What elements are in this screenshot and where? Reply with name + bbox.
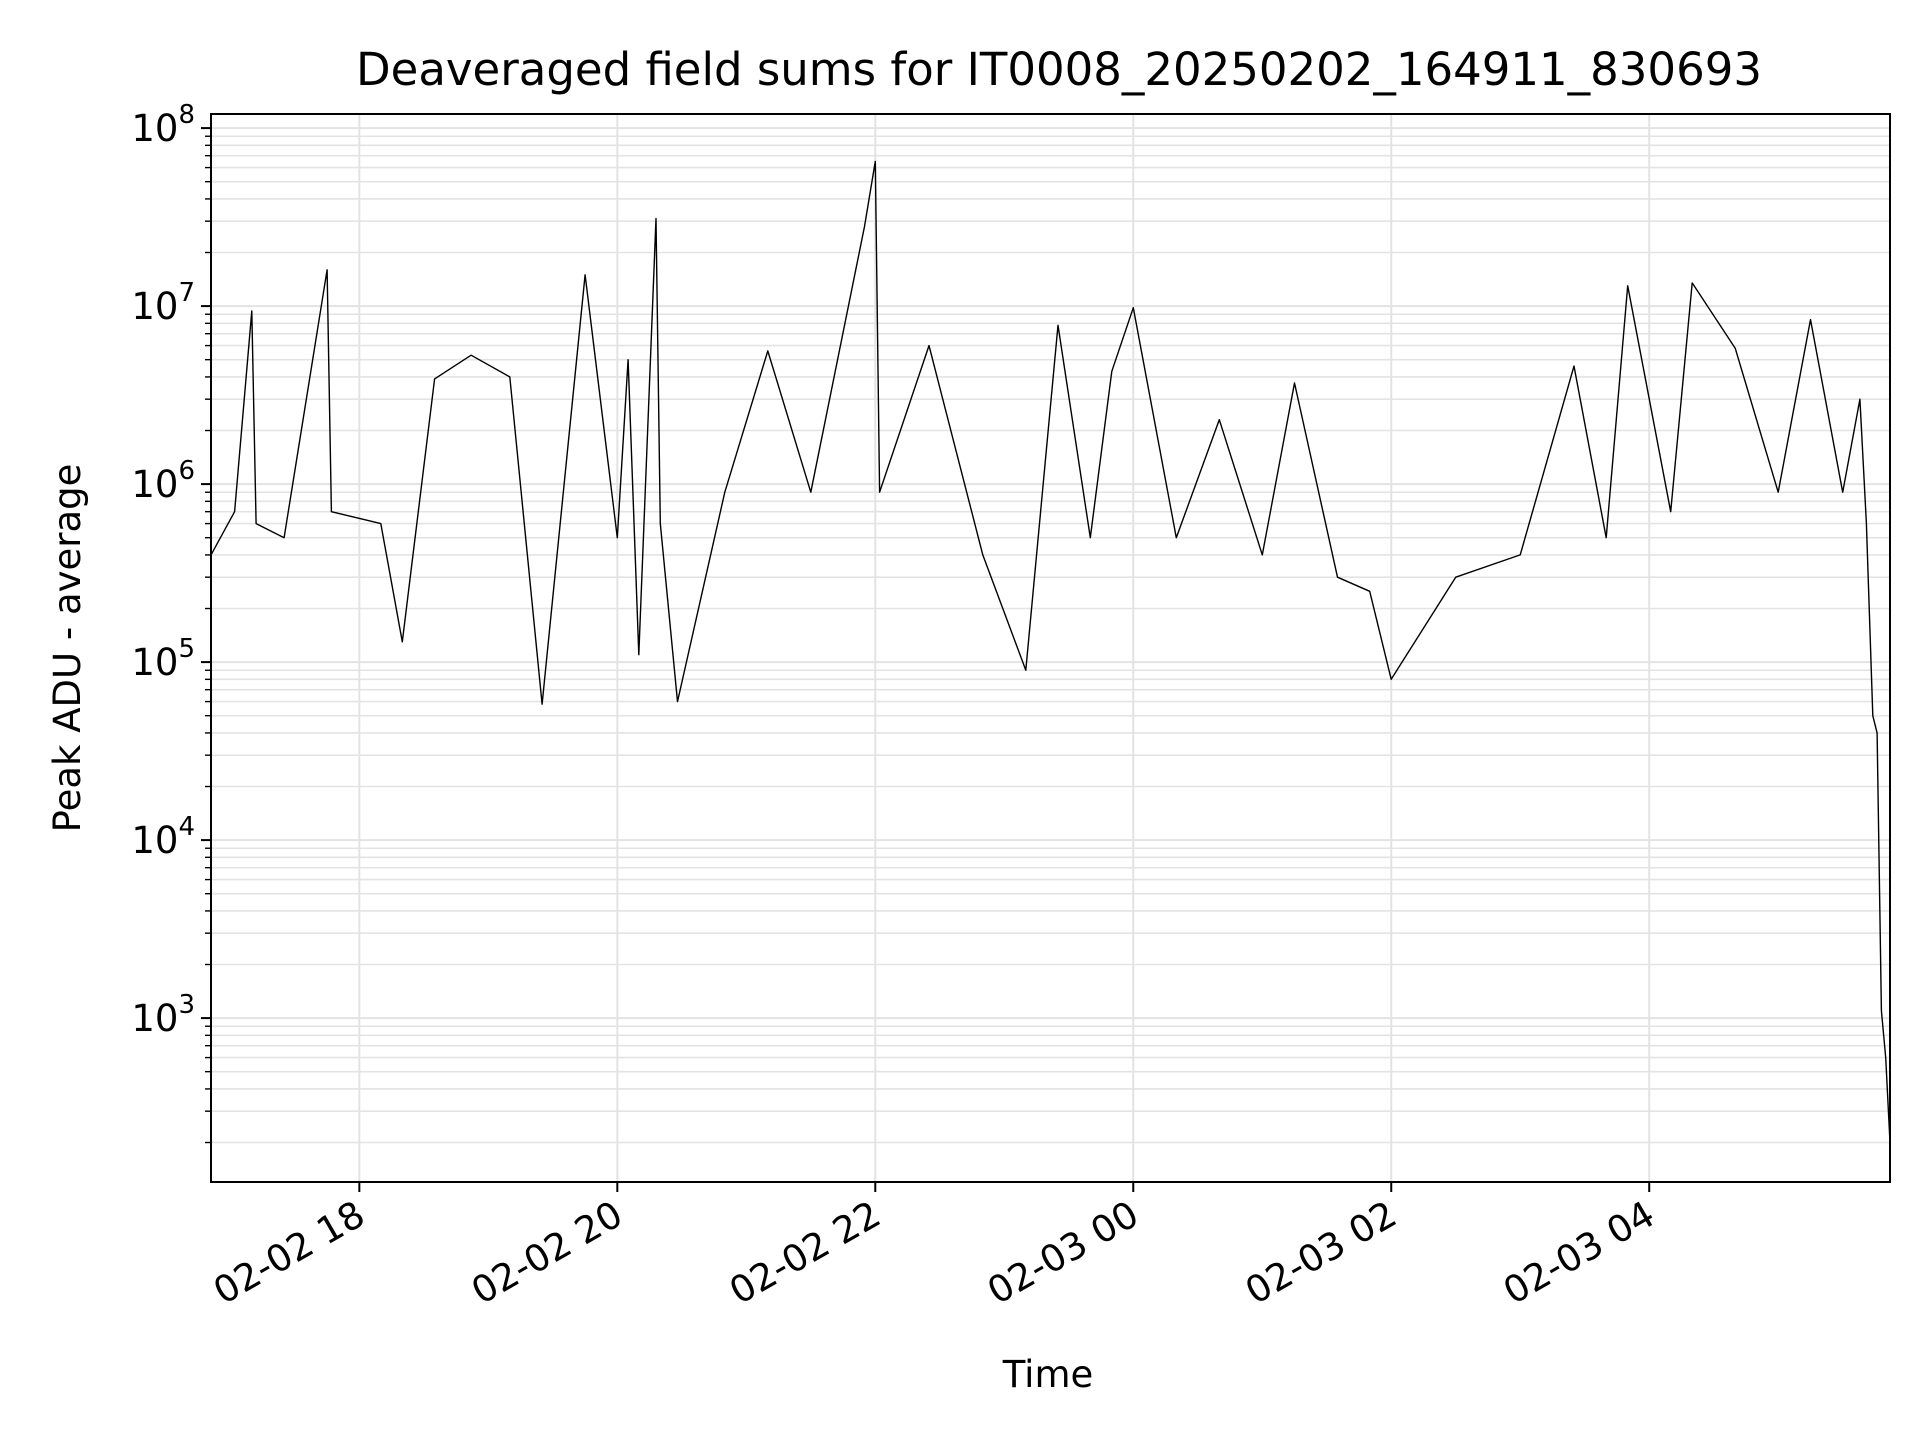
axes-frame xyxy=(210,113,1891,1183)
series-line xyxy=(210,160,1891,1143)
chart-title: Deaveraged field sums for IT0008_2025020… xyxy=(356,43,1762,96)
plot-area xyxy=(210,160,1891,1143)
y-tick-label: 103 xyxy=(131,990,195,1040)
x-axis-label: Time xyxy=(1002,1353,1094,1396)
y-tick-label: 107 xyxy=(131,278,195,328)
y-tick-label: 108 xyxy=(131,100,195,150)
y-tick-label: 105 xyxy=(131,634,195,684)
y-axis-label: Peak ADU - average xyxy=(46,464,89,833)
y-tick-label: 104 xyxy=(131,812,195,862)
y-tick-label: 106 xyxy=(131,456,195,506)
